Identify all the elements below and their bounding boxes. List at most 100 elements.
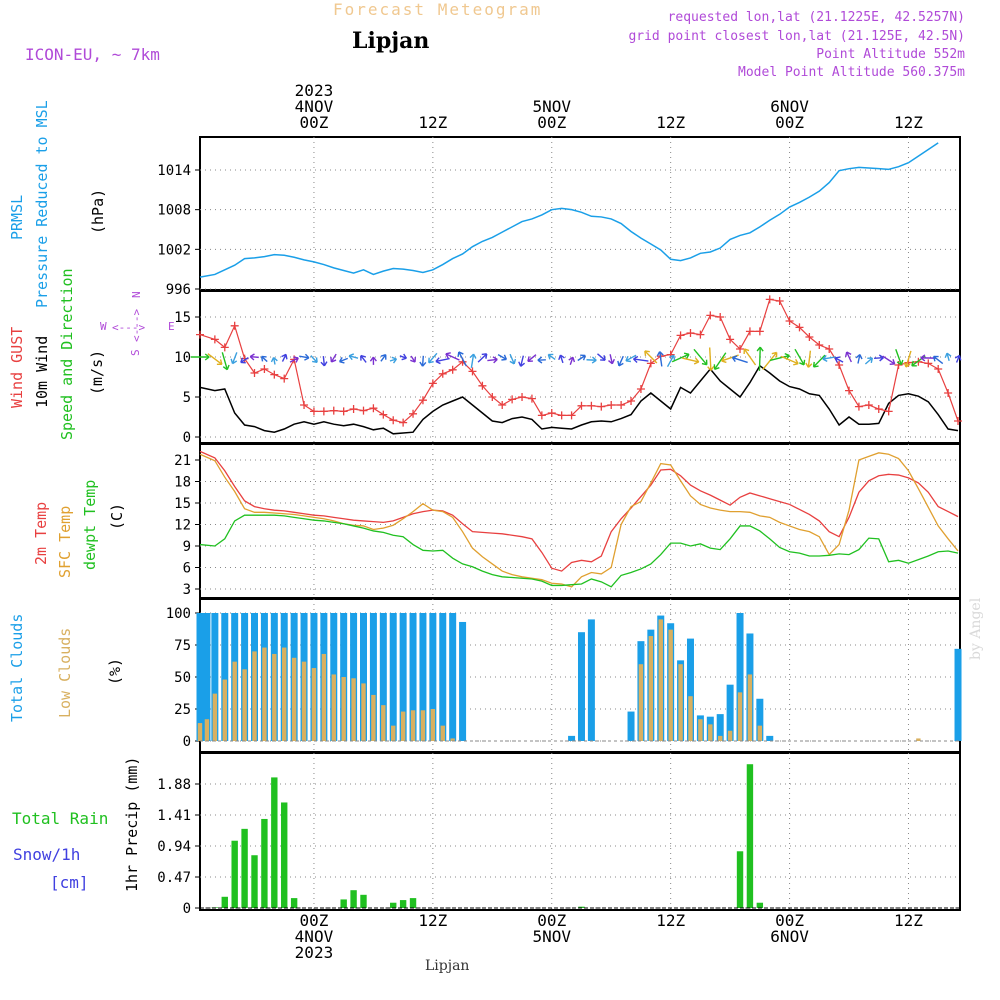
top-time-label: 00Z (299, 113, 328, 132)
wind-arrow-head (878, 354, 884, 362)
low-cloud-bar (331, 674, 336, 741)
wind-direction-arrow (693, 348, 708, 366)
wind-arrow-head (812, 361, 819, 368)
low-cloud-bar (272, 653, 277, 741)
wind-arrow-head (445, 352, 451, 359)
precip-ytick-label: 0 (183, 901, 191, 917)
wind-direction-arrow (497, 353, 508, 361)
precip-unit-label: 1hr Precip (mm) (123, 757, 141, 892)
wind-direction-arrow (568, 356, 576, 366)
wind-arrow-shaft (633, 358, 649, 362)
wind-arrow-head (896, 359, 904, 366)
wind-arrow-head (518, 361, 526, 367)
wind-gust-marker (577, 401, 586, 410)
model-label: ICON-EU, ~ 7km (25, 45, 160, 64)
top-time-label: 12Z (894, 113, 923, 132)
total-cloud-bar (459, 621, 467, 741)
clouds-ytick-label: 75 (174, 638, 191, 654)
clouds-ytick-label: 0 (183, 734, 191, 750)
wind-arrow-head (920, 354, 926, 362)
wind-arrow-head (457, 351, 464, 357)
wind-gust-marker (409, 409, 418, 418)
wind-unit-label: (m/s) (88, 350, 106, 395)
wind-arrow-head (348, 353, 355, 361)
total-cloud-bar (211, 613, 219, 741)
low-cloud-bar (361, 683, 366, 741)
wind-arrow-head (537, 356, 543, 364)
wind-direction-arrow (469, 353, 477, 369)
wind-arrow-shaft (955, 355, 961, 363)
wind-arrow-head (481, 353, 488, 359)
wind-gust-marker (369, 404, 378, 413)
wind-arrow-head (558, 354, 565, 361)
wind-arrow-shaft (310, 355, 318, 363)
wind-arrow-head (293, 356, 299, 363)
wind-direction-arrow (882, 355, 896, 365)
low-cloud-bar (718, 735, 723, 741)
total-cloud-bar (429, 613, 437, 741)
wind-arrow-shaft (946, 352, 950, 362)
rain-bar (409, 898, 417, 908)
wind-gust-marker (706, 311, 715, 320)
wind-direction-arrow (310, 355, 318, 364)
wind-arrow-head (625, 355, 632, 363)
rain-bar (290, 898, 298, 908)
wind-gust-marker (736, 345, 745, 353)
wind-arrow-head (338, 357, 345, 364)
wind-arrow-shaft (435, 357, 450, 363)
temp-2m-line (199, 450, 959, 572)
wind-arrow-shaft (240, 357, 249, 363)
wind-arrow-shaft (221, 352, 228, 370)
wind-direction-arrow (527, 354, 537, 362)
pressure-axis-label: PRMSL (8, 195, 26, 240)
wind-gust-marker (944, 389, 953, 397)
wind-ytick-label: 5 (183, 390, 191, 406)
wind-arrow-head (944, 352, 952, 359)
temp-ytick-label: 3 (183, 582, 191, 598)
wind-arrow-head (419, 361, 427, 367)
pressure-ytick-label: 1008 (157, 203, 191, 219)
wind-direction-arrow (780, 355, 799, 366)
wind-ytick-label: 10 (174, 350, 191, 366)
low-cloud-bar (400, 711, 406, 741)
wind-arrow-head (304, 353, 310, 361)
low-cloud-bar (420, 710, 426, 741)
temp-ytick-label: 9 (183, 539, 191, 555)
wind-arrow-head (391, 356, 398, 364)
wind-direction-arrow (320, 356, 328, 367)
wind-direction-arrow (348, 353, 359, 361)
wind-gust-marker (518, 393, 527, 401)
wind-arrow-shaft (693, 348, 708, 366)
wind-arrow-shaft (625, 354, 637, 362)
pressure-ytick-label: 1002 (157, 242, 191, 258)
wind-gust-marker (300, 401, 309, 409)
bottom-time-label: 2023 (295, 943, 334, 962)
low-cloud-bar (252, 651, 257, 741)
total-cloud-bar (419, 613, 427, 741)
wind-arrow-shaft (577, 354, 586, 362)
wind-direction-arrow (289, 356, 299, 363)
precip-ytick-label: 1.41 (157, 808, 191, 824)
wind-gust-marker (339, 407, 348, 416)
compass-vertical-arrow: <---> (130, 309, 143, 342)
location-title: Lipjan (352, 28, 430, 54)
wind-direction-arrow (805, 350, 813, 368)
wind-direction-arrow (625, 354, 637, 363)
wind-gust-marker (755, 327, 764, 336)
wind-arrow-head (743, 348, 750, 354)
bottom-time-label: 6NOV (770, 927, 809, 946)
wind-direction-arrow (547, 353, 556, 360)
low-cloud-bar (291, 657, 297, 741)
wind-arrow-shaft (857, 354, 861, 364)
wind-direction-arrow (428, 352, 438, 364)
wind-arrow-head (633, 355, 639, 363)
wind-arrow-shaft (905, 350, 912, 368)
total-cloud-bar (756, 698, 764, 741)
wind-arrow-head (799, 359, 806, 366)
wind-arrow-head (693, 357, 700, 365)
wind-direction-arrow (812, 354, 826, 368)
wind-gust-marker (389, 416, 398, 425)
low-cloud-bar (638, 664, 644, 741)
wind-gust-marker (280, 374, 289, 383)
wind-direction-arrow (954, 354, 962, 363)
